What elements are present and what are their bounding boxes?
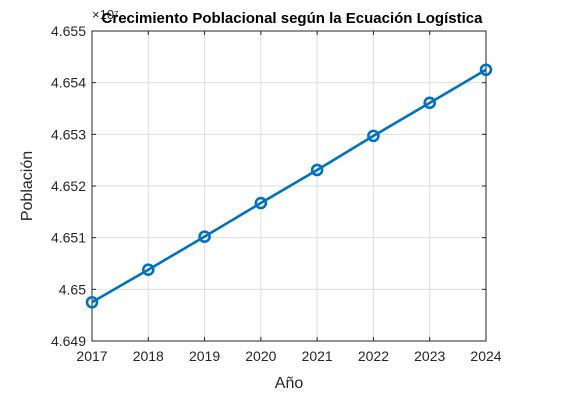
grid bbox=[91, 30, 487, 342]
x-tick-label: 2024 bbox=[470, 348, 501, 364]
data-point bbox=[254, 196, 268, 210]
x-tick-label: 2022 bbox=[358, 348, 389, 364]
y-tick-label: 4.653 bbox=[51, 126, 86, 142]
x-tick-label: 2020 bbox=[245, 348, 276, 364]
y-tick-label: 4.65 bbox=[59, 281, 86, 297]
y-axis-label: Población bbox=[19, 151, 36, 221]
x-tick-label: 2018 bbox=[133, 348, 164, 364]
data-point bbox=[367, 129, 380, 143]
x-tick-label: 2017 bbox=[76, 348, 107, 364]
y-tick-label: 4.652 bbox=[51, 178, 86, 194]
data-point bbox=[85, 295, 99, 309]
exponent-label: ×10⁷ bbox=[92, 7, 119, 22]
chart-title: Crecimiento Poblacional según la Ecuació… bbox=[102, 10, 484, 27]
data-point bbox=[310, 163, 324, 177]
x-axis-label: Año bbox=[275, 375, 304, 392]
ticks: 2017 2018 2019 2020 2021 2022 2023 2024 4.649 4.6… bbox=[51, 23, 502, 364]
y-tick-label: 4.655 bbox=[51, 23, 86, 39]
x-tick-label: 2021 bbox=[302, 348, 333, 364]
y-tick-label: 4.654 bbox=[51, 75, 86, 91]
y-tick-label: 4.651 bbox=[51, 230, 86, 246]
data-point bbox=[423, 96, 437, 110]
data-line bbox=[91, 68, 487, 304]
series bbox=[85, 63, 493, 309]
data-point bbox=[479, 63, 493, 77]
data-point bbox=[141, 263, 155, 277]
data-point bbox=[198, 230, 211, 243]
x-tick-label: 2019 bbox=[189, 348, 220, 364]
y-tick-label: 4.649 bbox=[51, 333, 86, 349]
x-tick-label: 2023 bbox=[414, 348, 445, 364]
